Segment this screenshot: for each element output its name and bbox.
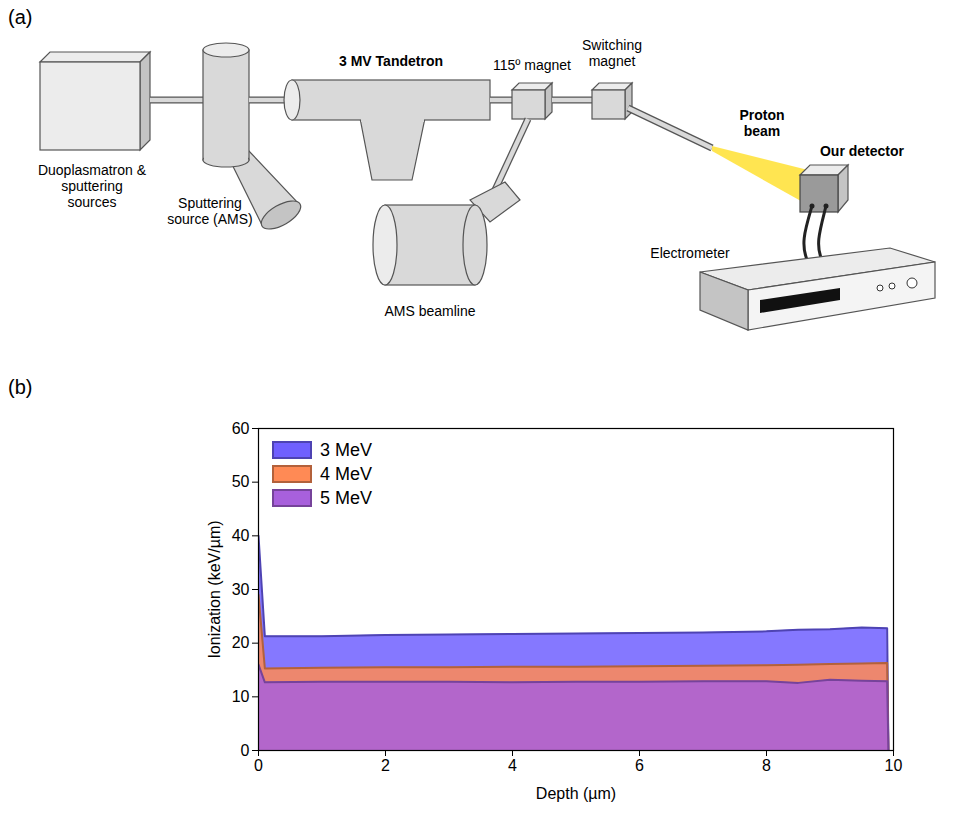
html-text:5 MeV: 5 MeV <box>320 487 372 508</box>
svg-text:8: 8 <box>762 757 771 774</box>
svg-text:AMS beamline: AMS beamline <box>384 303 475 319</box>
svg-text:30: 30 <box>232 581 250 598</box>
svg-text:0: 0 <box>241 742 250 759</box>
html-text:(a): (a) <box>8 6 33 28</box>
svg-text:10: 10 <box>232 688 250 705</box>
svg-text:Our detector: Our detector <box>820 143 905 159</box>
svg-text:4: 4 <box>508 757 517 774</box>
svg-text:2: 2 <box>381 757 390 774</box>
svg-text:Electrometer: Electrometer <box>650 245 730 261</box>
svg-text:115º magnet: 115º magnet <box>493 57 571 73</box>
svg-text:40: 40 <box>232 527 250 544</box>
svg-text:Sputteringsource (AMS): Sputteringsource (AMS) <box>167 195 253 227</box>
html-text:3 MeV: 3 MeV <box>320 439 372 460</box>
svg-text:20: 20 <box>232 634 250 651</box>
svg-text:Depth (µm): Depth (µm) <box>536 785 616 802</box>
svg-text:50: 50 <box>232 473 250 490</box>
svg-text:6: 6 <box>635 757 644 774</box>
html-text:(b): (b) <box>8 376 33 398</box>
svg-text:Ionization (keV/µm): Ionization (keV/µm) <box>206 520 223 658</box>
svg-text:10: 10 <box>885 757 903 774</box>
svg-text:Protonbeam: Protonbeam <box>739 107 784 139</box>
svg-text:3 MV Tandetron: 3 MV Tandetron <box>339 53 443 69</box>
html-text:4 MeV: 4 MeV <box>320 463 372 484</box>
svg-text:Switchingmagnet: Switchingmagnet <box>582 37 642 69</box>
svg-text:60: 60 <box>232 420 250 437</box>
svg-text:Duoplasmatron &sputteringsourc: Duoplasmatron &sputteringsources <box>38 162 147 210</box>
svg-text:0: 0 <box>254 757 263 774</box>
